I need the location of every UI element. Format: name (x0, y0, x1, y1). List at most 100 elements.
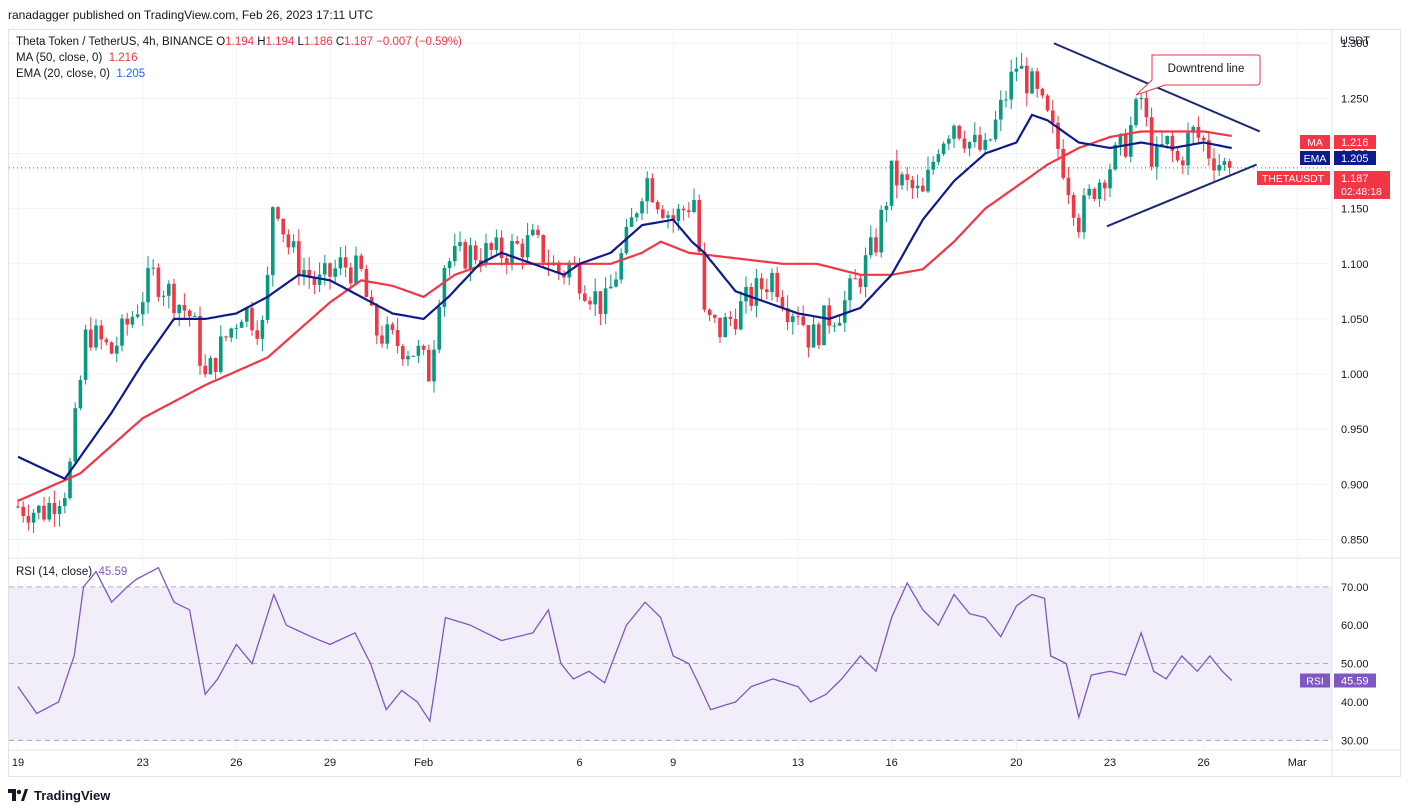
candle-body (99, 325, 103, 340)
candle-body (177, 304, 181, 314)
candle-body (515, 241, 519, 244)
candle-body (411, 355, 415, 357)
candle (879, 205, 883, 258)
candle-body (458, 242, 462, 247)
candle-body (26, 515, 31, 523)
candle-body (952, 125, 956, 139)
candle-body (1030, 71, 1034, 94)
candle-body (78, 379, 83, 409)
candle (1092, 187, 1097, 202)
price-tick-label: 1.300 (1341, 38, 1369, 50)
candle-body (915, 185, 920, 189)
candle (349, 262, 353, 290)
candle (193, 312, 197, 317)
candle-body (1040, 88, 1045, 96)
candle-body (713, 315, 717, 318)
candle (1129, 116, 1133, 163)
candle (406, 350, 410, 367)
candle (1160, 131, 1164, 148)
time-tick-label: Feb (414, 757, 433, 769)
candle-body (661, 209, 665, 218)
candle-body (291, 241, 296, 248)
candle-body (125, 318, 129, 325)
candle (343, 245, 348, 278)
candle-body (333, 268, 337, 277)
candle-body (1118, 134, 1123, 145)
candle (78, 375, 83, 411)
candle-body (245, 307, 249, 322)
candle (999, 90, 1003, 132)
price-tick-label: 1.150 (1341, 204, 1369, 216)
symbol-legend: Theta Token / TetherUS, 4h, BINANCE O1.1… (16, 34, 462, 82)
candle (583, 285, 587, 303)
candle (733, 308, 738, 336)
candle-body (926, 169, 930, 192)
candle (1051, 99, 1055, 134)
time-tick-label: 23 (1104, 757, 1116, 769)
time-tick-label: 26 (230, 757, 242, 769)
candle (921, 177, 925, 193)
candle-body (843, 300, 847, 323)
rsi-badge-value: 45.59 (1341, 676, 1369, 688)
ema-badge-value: 1.205 (1341, 153, 1369, 165)
candle-body (1097, 182, 1102, 200)
candle-body (255, 330, 259, 339)
candle (785, 295, 790, 331)
candle (988, 138, 993, 142)
candle (1097, 179, 1102, 207)
candle-body (1170, 135, 1175, 151)
candle (707, 308, 712, 322)
time-tick-label: 6 (577, 757, 583, 769)
candle-body (1045, 95, 1050, 111)
candle (52, 490, 57, 527)
candle (640, 197, 644, 220)
candle-body (655, 202, 660, 210)
candle-body (375, 305, 379, 336)
price-tick-label: 1.050 (1341, 314, 1369, 326)
candle (1144, 87, 1149, 127)
candle (837, 316, 842, 327)
candle (208, 355, 213, 375)
candle-body (900, 174, 904, 186)
candle-body (1155, 144, 1159, 167)
candle-body (390, 324, 395, 331)
candle-body (130, 316, 135, 325)
candle (494, 229, 499, 255)
candle (1030, 67, 1034, 95)
time-tick-label: 13 (792, 757, 804, 769)
candle (1025, 57, 1029, 107)
candle (770, 268, 774, 301)
candle (224, 335, 228, 342)
candle-body (962, 138, 967, 149)
candle-body (1113, 144, 1117, 170)
candle (957, 124, 961, 141)
candle (21, 500, 25, 523)
candle (338, 246, 343, 276)
price-badge-value-box (1334, 171, 1390, 199)
candle (47, 496, 51, 522)
candle (947, 135, 951, 151)
annotation-callout: Downtrend line (1135, 54, 1261, 96)
candle (541, 234, 545, 268)
candle-body (645, 178, 649, 202)
footer-brand[interactable]: TradingView (8, 786, 110, 804)
candle (1181, 156, 1185, 174)
ema-badge-label-box (1300, 151, 1330, 165)
candle (146, 255, 150, 314)
candle (728, 311, 733, 327)
candle (848, 274, 852, 312)
candle (692, 188, 696, 214)
candle (791, 313, 795, 335)
candle-body (640, 201, 644, 214)
candle (328, 262, 332, 290)
candle-body (63, 498, 67, 507)
candle (83, 324, 88, 385)
candle (453, 233, 457, 267)
candle (172, 278, 176, 321)
candle (1207, 130, 1211, 166)
candle-body (1108, 169, 1112, 189)
candle-body (120, 318, 124, 346)
candle-body (973, 134, 977, 143)
candle-body (302, 269, 306, 277)
